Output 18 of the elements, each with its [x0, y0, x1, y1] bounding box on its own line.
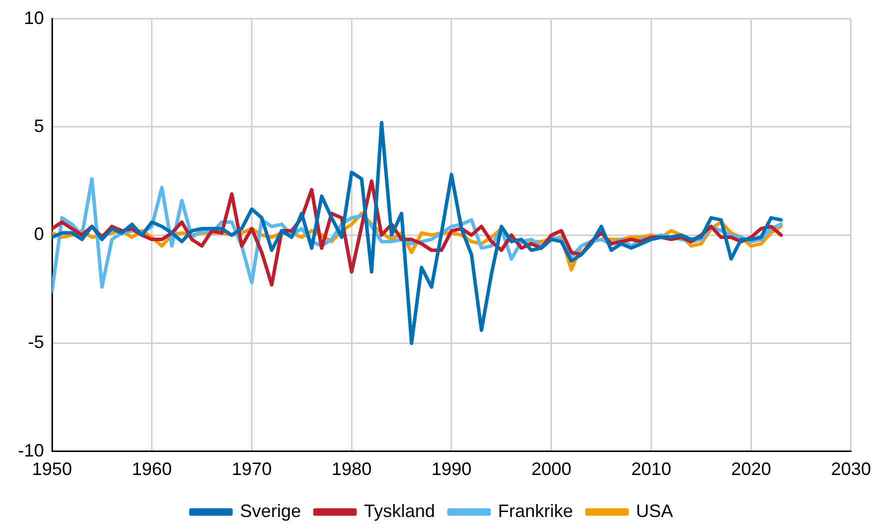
x-tick-label: 1960 — [132, 459, 172, 480]
legend-label: USA — [636, 500, 674, 521]
y-tick-label: 0 — [34, 224, 44, 244]
y-tick-label: -5 — [28, 332, 44, 352]
x-tick-label: 2030 — [830, 459, 871, 480]
x-tick-label: 2010 — [631, 459, 672, 480]
legend-label: Frankrike — [498, 500, 574, 521]
legend-label: Tyskland — [364, 500, 436, 521]
y-tick-label: 5 — [34, 116, 44, 136]
legend-label: Sverige — [240, 500, 301, 521]
x-tick-label: 1980 — [332, 459, 372, 480]
x-tick-label: 1970 — [232, 459, 272, 480]
x-tick-label: 1990 — [431, 459, 472, 480]
y-tick-label: -10 — [18, 440, 44, 460]
x-tick-label: 1950 — [32, 459, 72, 480]
x-tick-label: 2000 — [531, 459, 572, 480]
x-tick-label: 2020 — [731, 459, 772, 480]
y-tick-label: 10 — [24, 8, 44, 28]
